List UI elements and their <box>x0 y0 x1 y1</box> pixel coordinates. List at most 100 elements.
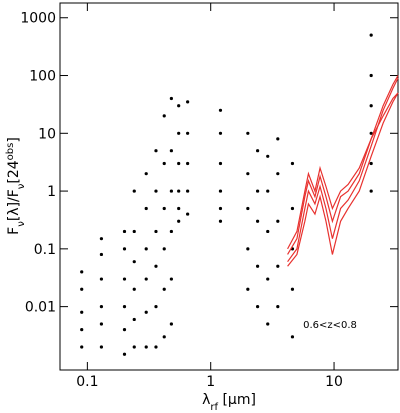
data-point <box>218 219 223 223</box>
data-point <box>162 247 166 251</box>
data-point <box>186 131 190 135</box>
data-point <box>132 260 136 264</box>
data-point <box>169 189 173 193</box>
y-tick-label: 10 <box>38 126 56 142</box>
data-point <box>276 305 280 309</box>
data-point <box>218 161 223 166</box>
x-label-part: λ <box>202 392 210 408</box>
data-point <box>276 264 280 268</box>
data-point <box>218 108 223 112</box>
data-point <box>369 161 373 166</box>
data-point <box>122 305 127 309</box>
data-point <box>369 33 373 37</box>
data-point <box>177 104 181 108</box>
data-point <box>369 189 373 193</box>
data-point <box>276 219 280 223</box>
data-point <box>186 189 190 193</box>
data-point <box>266 154 270 158</box>
data-point <box>162 114 166 118</box>
data-point <box>99 252 104 257</box>
data-point <box>218 189 223 193</box>
y-label-sup: obs <box>5 143 16 161</box>
y-label-part: F <box>6 227 22 235</box>
data-point <box>177 131 181 135</box>
data-point <box>218 206 223 211</box>
x-tick-label: 10 <box>325 374 343 390</box>
data-point <box>177 189 181 193</box>
x-axis-label: λrf [μm] <box>202 392 256 413</box>
data-point <box>132 229 136 234</box>
data-point <box>122 328 127 332</box>
x-tick-label: 1 <box>206 374 215 390</box>
data-point <box>154 229 158 234</box>
data-point <box>256 264 260 268</box>
data-point <box>132 287 136 291</box>
data-point <box>154 345 158 349</box>
data-point <box>162 335 166 339</box>
data-point <box>290 161 295 166</box>
data-point <box>169 229 173 234</box>
data-point <box>154 149 158 153</box>
data-point <box>132 189 136 193</box>
data-point <box>256 219 260 223</box>
data-point <box>246 247 250 251</box>
data-point <box>276 137 280 141</box>
data-point <box>99 345 104 349</box>
data-point <box>218 131 223 135</box>
annotation: 0.6<z<0.8 <box>303 320 357 331</box>
data-point <box>266 229 270 234</box>
data-point <box>144 172 148 176</box>
data-point <box>169 149 173 153</box>
data-point <box>246 287 250 291</box>
y-label-part: ] <box>6 137 22 142</box>
y-tick-label: 100 <box>29 69 56 85</box>
y-tick-label: 1 <box>47 184 56 200</box>
data-point <box>169 322 173 326</box>
y-label-sub: ν <box>16 221 27 227</box>
x-label-part: [μm] <box>218 392 256 408</box>
data-point <box>256 189 260 193</box>
y-tick-label: 0.01 <box>25 300 56 316</box>
data-point <box>80 287 84 291</box>
y-label-part: [24 <box>6 160 22 183</box>
data-point <box>80 270 84 274</box>
data-point <box>162 287 166 291</box>
y-label-sub: ν <box>16 183 27 189</box>
data-point <box>132 345 136 349</box>
data-point <box>99 237 104 241</box>
data-point <box>369 104 373 108</box>
template-curve <box>287 75 399 255</box>
data-point <box>122 247 127 251</box>
data-point <box>246 172 250 176</box>
data-point <box>162 206 166 211</box>
data-point <box>186 212 190 216</box>
data-point <box>122 229 127 234</box>
data-point <box>266 322 270 326</box>
data-point <box>186 161 190 166</box>
data-point <box>144 310 148 314</box>
template-curve <box>287 92 399 267</box>
data-point <box>246 131 250 135</box>
template-curve <box>287 77 399 263</box>
data-point <box>144 277 148 281</box>
data-point <box>276 172 280 176</box>
data-point <box>369 73 373 78</box>
data-point <box>154 305 158 309</box>
template-curve <box>287 92 399 250</box>
data-point <box>177 206 181 211</box>
y-tick-label: 0.1 <box>34 242 56 258</box>
data-point <box>122 277 127 281</box>
data-point <box>144 247 148 251</box>
data-point <box>154 189 158 193</box>
data-point <box>256 305 260 309</box>
data-point <box>99 277 104 281</box>
y-axis-label: Fν[λ]/Fν[24obs] <box>5 137 27 235</box>
x-label-sub: rf <box>210 402 218 413</box>
data-point <box>122 352 127 356</box>
data-point <box>80 328 84 332</box>
y-tick-label: 1000 <box>20 11 56 27</box>
data-point <box>177 161 181 166</box>
data-point <box>290 287 295 291</box>
data-point <box>144 345 148 349</box>
